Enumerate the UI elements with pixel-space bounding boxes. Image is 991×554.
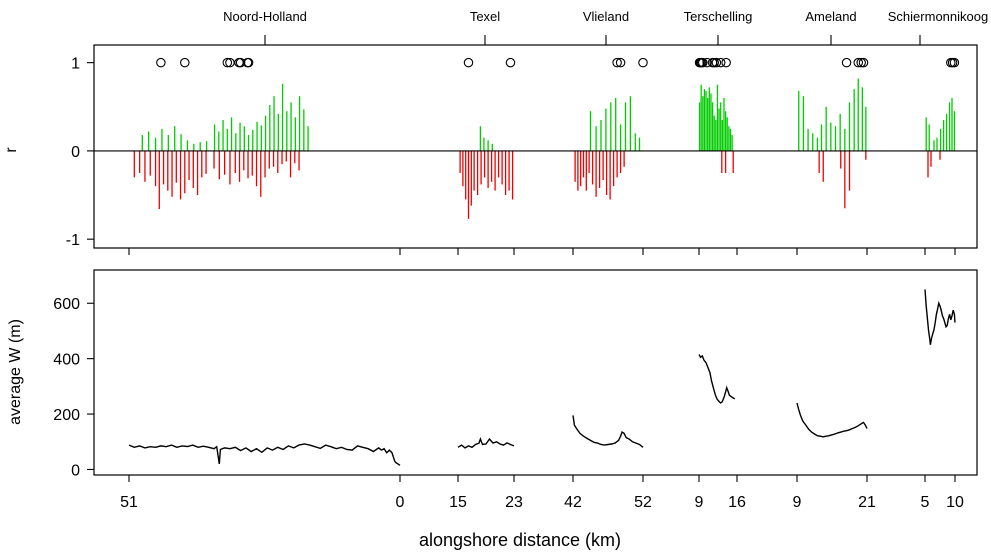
y-tick-label: -1 <box>66 232 80 249</box>
significance-marker <box>612 57 622 68</box>
y-tick-label: 400 <box>53 352 80 369</box>
significance-marker <box>505 57 516 68</box>
x-tick-label: 16 <box>728 494 746 511</box>
significance-marker <box>856 57 866 68</box>
x-tick-label: 23 <box>505 494 523 511</box>
island-label: Vlieland <box>583 9 629 24</box>
top-plot-frame <box>93 44 978 249</box>
significance-marker <box>156 57 166 68</box>
significance-marker <box>615 57 626 68</box>
width-line-2 <box>572 415 644 448</box>
x-tick-label: 21 <box>858 494 876 511</box>
x-tick-label: 51 <box>120 494 138 511</box>
significance-marker <box>853 57 863 68</box>
significance-marker <box>243 57 254 68</box>
bottom-plot-frame <box>93 269 978 476</box>
significance-marker <box>698 57 708 68</box>
y-tick-label: 200 <box>53 407 80 424</box>
y-tick-label: 600 <box>53 296 80 313</box>
x-axis-label: alongshore distance (km) <box>419 530 621 550</box>
y-tick-label: 0 <box>71 144 80 161</box>
width-line-1 <box>457 436 515 449</box>
significance-marker <box>858 57 869 68</box>
x-tick-label: 10 <box>946 494 964 511</box>
island-label: Ameland <box>805 9 856 24</box>
x-tick-label: 52 <box>634 494 652 511</box>
significance-marker <box>721 57 731 68</box>
significance-marker <box>702 57 712 68</box>
width-line-4 <box>796 402 868 438</box>
island-label: Noord-Holland <box>223 9 307 24</box>
island-labels: Noord-Holland Texel Vlieland Terschelling Am… <box>223 9 988 45</box>
significance-marker <box>225 57 235 68</box>
x-tick-label: 9 <box>695 494 704 511</box>
x-tick-label: 42 <box>564 494 582 511</box>
significance-marker <box>180 57 190 68</box>
x-tick-label: 5 <box>921 494 930 511</box>
significance-marker <box>463 57 474 68</box>
island-label: Texel <box>470 9 500 24</box>
x-tick-label: 15 <box>449 494 467 511</box>
x-tick-label: 9 <box>793 494 802 511</box>
x-tick-label: 0 <box>396 494 405 511</box>
y-tick-label: 0 <box>71 462 80 479</box>
y-tick-label: 1 <box>71 56 80 73</box>
island-label: Terschelling <box>684 9 753 24</box>
significance-marker <box>841 57 852 68</box>
significance-marker <box>949 57 960 68</box>
width-line-5 <box>924 289 956 345</box>
bottom-y-axis-label: average W (m) <box>7 319 24 425</box>
width-line-0 <box>128 443 401 466</box>
significance-marker <box>711 57 722 68</box>
island-label: Schiermonnikoog <box>888 9 988 24</box>
width-line-3 <box>698 354 736 404</box>
significance-marker <box>638 57 648 68</box>
top-panel: -1 0 1 <box>66 44 978 255</box>
significance-marker <box>715 57 726 68</box>
significance-marker <box>222 57 233 68</box>
top-y-axis-label: r <box>3 147 20 153</box>
